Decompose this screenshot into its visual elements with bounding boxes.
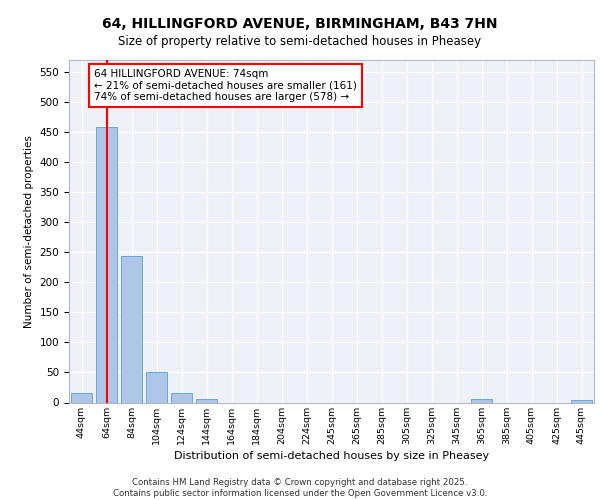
Text: Size of property relative to semi-detached houses in Pheasey: Size of property relative to semi-detach…	[118, 35, 482, 48]
Bar	[96, 128, 117, 402]
Bar	[121, 256, 142, 402]
X-axis label: Distribution of semi-detached houses by size in Pheasey: Distribution of semi-detached houses by …	[174, 450, 489, 460]
Bar	[71, 394, 92, 402]
Bar	[471, 400, 492, 402]
Text: 64 HILLINGFORD AVENUE: 74sqm
← 21% of semi-detached houses are smaller (161)
74%: 64 HILLINGFORD AVENUE: 74sqm ← 21% of se…	[94, 69, 357, 102]
Text: 64, HILLINGFORD AVENUE, BIRMINGHAM, B43 7HN: 64, HILLINGFORD AVENUE, BIRMINGHAM, B43 …	[102, 18, 498, 32]
Bar	[146, 372, 167, 402]
Y-axis label: Number of semi-detached properties: Number of semi-detached properties	[24, 135, 34, 328]
Bar	[171, 394, 192, 402]
Bar	[196, 400, 217, 402]
Bar	[571, 400, 592, 402]
Text: Contains HM Land Registry data © Crown copyright and database right 2025.
Contai: Contains HM Land Registry data © Crown c…	[113, 478, 487, 498]
